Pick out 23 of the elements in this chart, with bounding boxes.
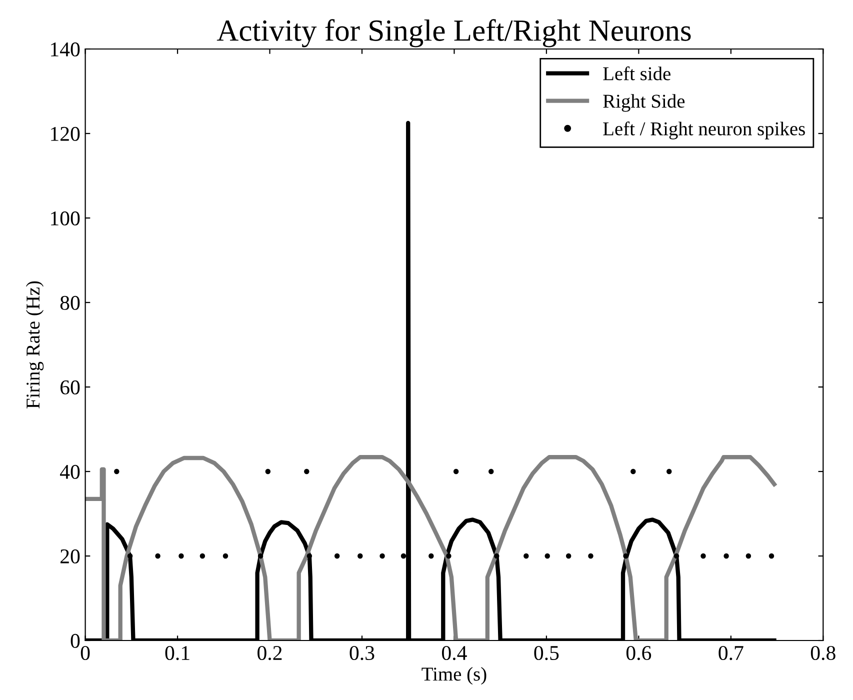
- x-tick-label: 0.4: [442, 646, 467, 660]
- x-tick-label: 0.1: [165, 646, 190, 660]
- legend-label: Right Side: [603, 94, 685, 112]
- x-tick-label: 0.3: [350, 646, 374, 660]
- chart-title: Activity for Single Left/Right Neurons: [216, 19, 691, 48]
- x-tick-label: 0: [80, 646, 90, 660]
- x-axis-title: Time (s): [422, 667, 486, 685]
- y-tick-label: 0: [70, 634, 80, 648]
- y-tick-label: 40: [60, 464, 80, 479]
- y-tick-label: 100: [51, 211, 80, 226]
- y-axis-title: Firing Rate (Hz): [26, 281, 44, 408]
- legend-label: Left / Right neuron spikes: [603, 122, 805, 140]
- x-tick-label: 0.8: [810, 646, 836, 660]
- y-tick-label: 20: [60, 549, 80, 564]
- x-tick-label: 0.7: [718, 646, 744, 660]
- x-tick-label: 0.6: [626, 646, 652, 660]
- y-tick-label: 120: [51, 126, 80, 141]
- y-tick-label: 60: [60, 380, 80, 394]
- legend-label: Left side: [603, 66, 670, 80]
- x-tick-label: 0.2: [258, 646, 282, 660]
- x-tick-label: 0.5: [534, 646, 559, 660]
- y-tick-label: 140: [51, 42, 80, 56]
- y-tick-label: 80: [60, 296, 80, 310]
